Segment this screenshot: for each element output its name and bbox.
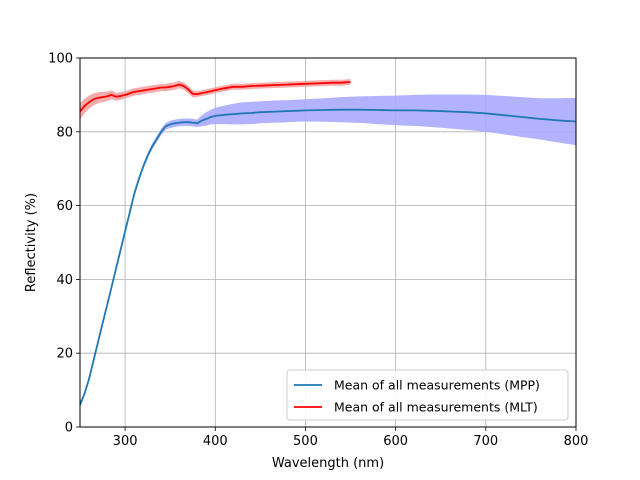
x-tick-label: 500	[293, 434, 318, 449]
y-tick-label: 60	[56, 199, 73, 214]
x-tick-label: 700	[473, 434, 498, 449]
legend-box	[286, 369, 569, 421]
x-tick-label: 400	[203, 434, 228, 449]
x-axis-label: Wavelength (nm)	[272, 456, 384, 471]
y-tick-label: 40	[56, 273, 73, 288]
legend-label-mlt: Mean of all measurements (MLT)	[334, 400, 538, 415]
legend: Mean of all measurements (MPP) Mean of a…	[286, 369, 569, 421]
series-lines	[79, 81, 577, 406]
plot-frame	[79, 57, 577, 428]
x-tick-label: 800	[564, 434, 589, 449]
y-axis-label: Reflectivity (%)	[24, 193, 39, 292]
band-mpp	[80, 94, 576, 408]
x-tick-label: 600	[383, 434, 408, 449]
axis-ticks: 300 400 500 600 700 800 0 20 40 60 80 100	[48, 52, 588, 450]
y-tick-label: 0	[65, 421, 73, 436]
series-line-mpp	[79, 108, 577, 406]
y-tick-label: 100	[48, 52, 73, 67]
x-tick-label: 300	[113, 434, 138, 449]
y-tick-label: 80	[56, 125, 73, 140]
legend-label-mpp: Mean of all measurements (MPP)	[334, 378, 540, 393]
y-tick-label: 20	[56, 347, 73, 362]
series-line-mlt	[79, 81, 351, 113]
